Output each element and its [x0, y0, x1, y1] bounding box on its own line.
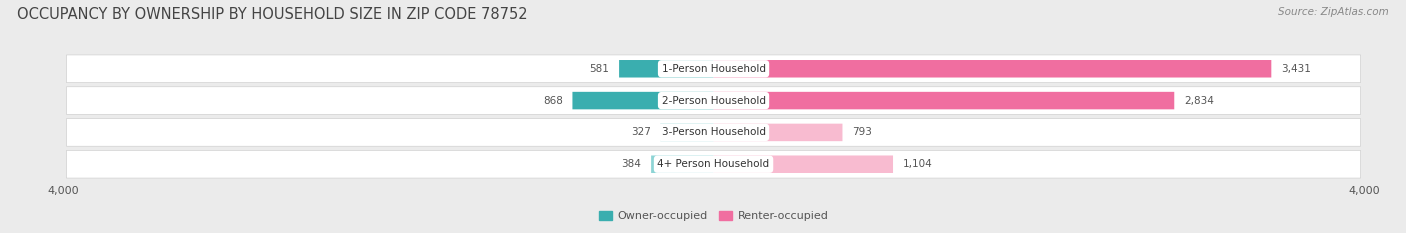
Text: Source: ZipAtlas.com: Source: ZipAtlas.com: [1278, 7, 1389, 17]
Text: 4+ Person Household: 4+ Person Household: [658, 159, 769, 169]
FancyBboxPatch shape: [66, 55, 1361, 83]
FancyBboxPatch shape: [713, 92, 1174, 109]
FancyBboxPatch shape: [713, 155, 893, 173]
Text: 2,834: 2,834: [1184, 96, 1213, 106]
Text: 2-Person Household: 2-Person Household: [662, 96, 765, 106]
FancyBboxPatch shape: [572, 92, 713, 109]
FancyBboxPatch shape: [661, 124, 713, 141]
Text: 793: 793: [852, 127, 872, 137]
FancyBboxPatch shape: [713, 124, 842, 141]
Text: 581: 581: [589, 64, 609, 74]
Legend: Owner-occupied, Renter-occupied: Owner-occupied, Renter-occupied: [595, 206, 832, 226]
FancyBboxPatch shape: [66, 150, 1361, 178]
Text: 3,431: 3,431: [1281, 64, 1310, 74]
FancyBboxPatch shape: [619, 60, 713, 78]
Text: 868: 868: [543, 96, 562, 106]
FancyBboxPatch shape: [66, 119, 1361, 146]
FancyBboxPatch shape: [66, 87, 1361, 114]
FancyBboxPatch shape: [651, 155, 713, 173]
Text: 384: 384: [621, 159, 641, 169]
Text: 3-Person Household: 3-Person Household: [662, 127, 765, 137]
Text: 1,104: 1,104: [903, 159, 932, 169]
Text: OCCUPANCY BY OWNERSHIP BY HOUSEHOLD SIZE IN ZIP CODE 78752: OCCUPANCY BY OWNERSHIP BY HOUSEHOLD SIZE…: [17, 7, 527, 22]
Text: 1-Person Household: 1-Person Household: [662, 64, 765, 74]
FancyBboxPatch shape: [713, 60, 1271, 78]
Text: 327: 327: [631, 127, 651, 137]
